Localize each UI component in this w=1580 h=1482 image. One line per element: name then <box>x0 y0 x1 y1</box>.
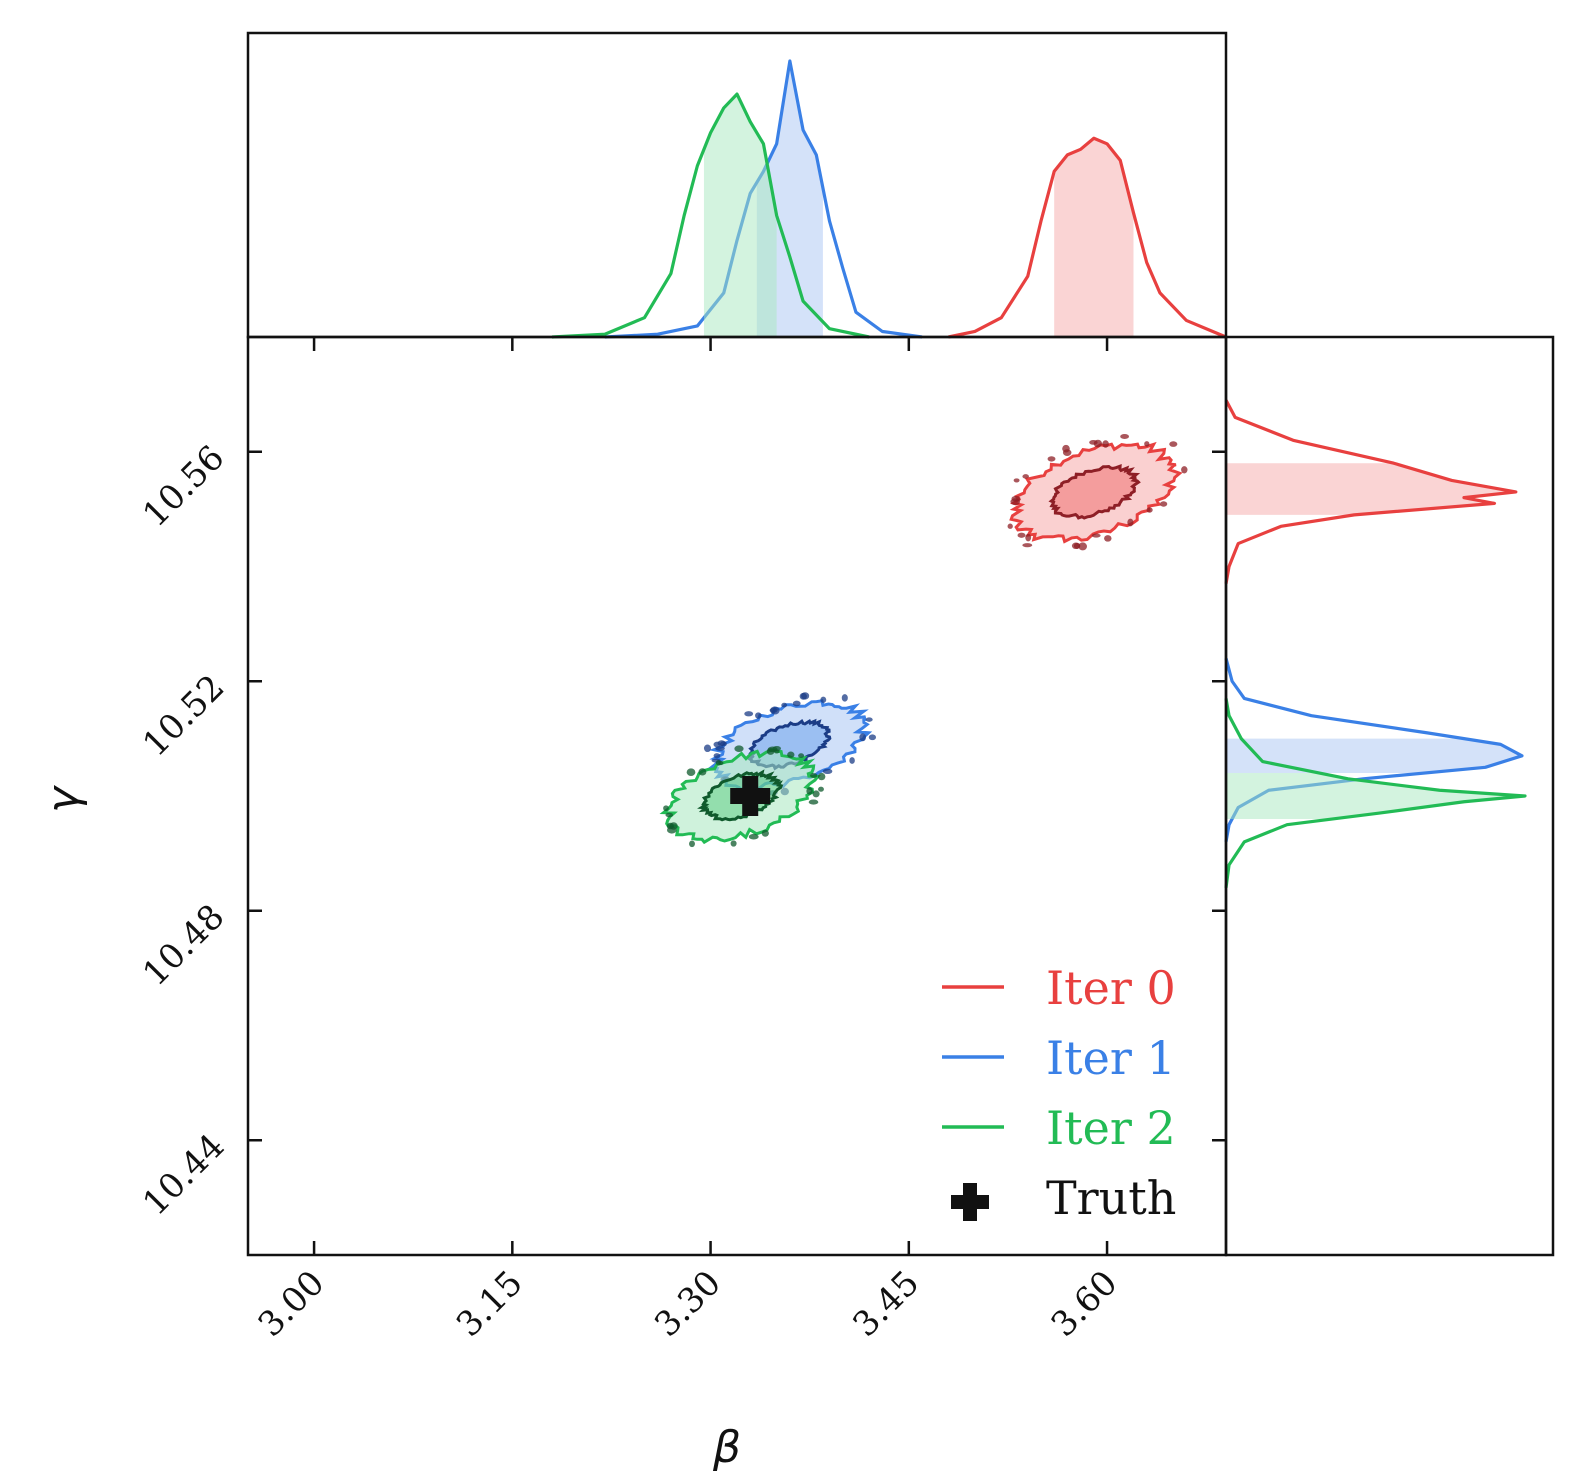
contour-island-iter-1 <box>820 696 827 703</box>
contour-island-iter-0 <box>1007 523 1013 529</box>
contour-68-iter-0 <box>1048 463 1141 520</box>
legend-label-iter-0: Iter 0 <box>1046 961 1176 1015</box>
y-tick-label: 10.48 <box>135 897 232 994</box>
joint-posterior-panel <box>659 434 1188 848</box>
contour-island-iter-1 <box>841 694 848 702</box>
contour-island-iter-0 <box>1047 456 1056 462</box>
contour-island-iter-0 <box>1025 533 1032 542</box>
beta-curve-iter-2 <box>551 92 870 339</box>
legend-label-iter-1: Iter 1 <box>1046 1031 1176 1085</box>
contour-island-iter-0 <box>1062 444 1070 453</box>
contour-island-iter-2 <box>686 768 696 776</box>
contour-island-iter-0 <box>1078 542 1087 551</box>
contour-island-iter-1 <box>868 734 877 741</box>
contour-island-iter-2 <box>730 840 737 847</box>
gamma-marginal-panel <box>1224 399 1527 889</box>
contour-island-iter-0 <box>1017 532 1026 538</box>
top-frame <box>246 31 1228 339</box>
contour-island-iter-2 <box>812 790 820 798</box>
contour-island-iter-0 <box>1102 440 1109 448</box>
contour-95-iter-0 <box>1009 441 1183 544</box>
x-tick-label: 3.30 <box>647 1263 729 1345</box>
contour-island-iter-2 <box>761 829 769 837</box>
right-frame <box>1224 335 1555 1257</box>
beta-interval-iter-0 <box>1054 138 1134 337</box>
contour-island-iter-2 <box>808 799 819 805</box>
legend-label-iter-2: Iter 2 <box>1046 1101 1176 1155</box>
contour-island-iter-0 <box>1159 501 1168 507</box>
legend-marker-truth <box>951 1183 989 1221</box>
contour-island-iter-1 <box>744 711 754 717</box>
x-tick-label: 3.60 <box>1044 1263 1126 1345</box>
contour-island-iter-1 <box>822 768 833 775</box>
contour-island-iter-0 <box>1022 474 1029 479</box>
contour-island-iter-0 <box>1144 441 1150 447</box>
contour-island-iter-2 <box>689 840 695 848</box>
contour-island-iter-0 <box>1104 535 1112 542</box>
y-axis-label: γ <box>38 785 89 813</box>
contour-island-iter-2 <box>666 826 677 834</box>
contour-island-iter-2 <box>818 786 824 792</box>
contour-island-iter-1 <box>715 746 725 751</box>
contour-island-iter-1 <box>801 692 810 700</box>
beta-marginal-panel <box>551 59 1227 339</box>
contour-island-iter-2 <box>665 812 674 818</box>
contour-island-iter-0 <box>1071 542 1080 550</box>
contour-island-iter-0 <box>1169 441 1178 447</box>
axes: 3.00 3.15 3.30 3.45 3.60 10.44 10.48 10.52 10.56 <box>135 31 1555 1345</box>
contour-island-iter-0 <box>1181 466 1188 474</box>
contour-island-iter-1 <box>781 702 788 708</box>
contour-island-iter-0 <box>1091 533 1101 538</box>
contour-island-iter-2 <box>663 805 669 812</box>
legend: Iter 0 Iter 1 Iter 2 Truth <box>942 961 1176 1225</box>
contour-island-iter-2 <box>698 768 707 776</box>
contour-island-iter-1 <box>849 757 855 764</box>
contour-island-iter-2 <box>798 753 805 758</box>
contour-island-iter-2 <box>734 745 744 752</box>
x-tick-label: 3.00 <box>251 1263 333 1345</box>
contour-island-iter-2 <box>773 749 780 754</box>
contour-island-iter-1 <box>713 753 721 759</box>
x-axis-label: β <box>712 1422 741 1473</box>
contour-island-iter-0 <box>1146 507 1153 513</box>
contour-island-iter-0 <box>1120 434 1130 439</box>
gamma-interval-iter-2 <box>1226 773 1525 819</box>
contour-island-iter-2 <box>817 772 826 781</box>
contour-island-iter-2 <box>787 751 795 758</box>
truth-marker <box>730 776 771 816</box>
contour-island-iter-1 <box>859 733 867 742</box>
gamma-interval-iter-1 <box>1226 738 1522 774</box>
contour-island-iter-0 <box>1011 495 1021 502</box>
contour-island-iter-2 <box>806 787 813 795</box>
y-tick-label: 10.44 <box>135 1126 232 1223</box>
contour-island-iter-0 <box>1013 478 1020 483</box>
contour-island-iter-1 <box>865 717 873 722</box>
contour-island-iter-0 <box>1022 543 1033 548</box>
y-tick-label: 10.52 <box>135 667 232 764</box>
contour-island-iter-2 <box>810 773 818 778</box>
beta-curve-iter-0 <box>948 136 1227 339</box>
x-tick-label: 3.15 <box>449 1263 531 1345</box>
contour-island-iter-0 <box>1127 518 1134 527</box>
contour-island-iter-0 <box>1089 440 1098 445</box>
contour-island-iter-2 <box>718 760 724 766</box>
gamma-curve-iter-0 <box>1224 399 1518 584</box>
contour-island-iter-1 <box>755 712 762 719</box>
beta-interval-iter-2 <box>703 94 777 338</box>
y-tick-label: 10.56 <box>135 438 232 535</box>
contour-island-iter-1 <box>792 700 801 707</box>
contour-island-iter-1 <box>713 741 721 748</box>
gamma-curve-iter-2 <box>1224 698 1527 889</box>
gamma-interval-iter-0 <box>1226 463 1516 515</box>
x-tick-label: 3.45 <box>845 1263 927 1345</box>
contour-island-iter-1 <box>703 744 712 753</box>
legend-label-truth: Truth <box>1046 1171 1176 1225</box>
contour-island-iter-1 <box>770 706 780 715</box>
contour-island-iter-2 <box>748 833 759 840</box>
